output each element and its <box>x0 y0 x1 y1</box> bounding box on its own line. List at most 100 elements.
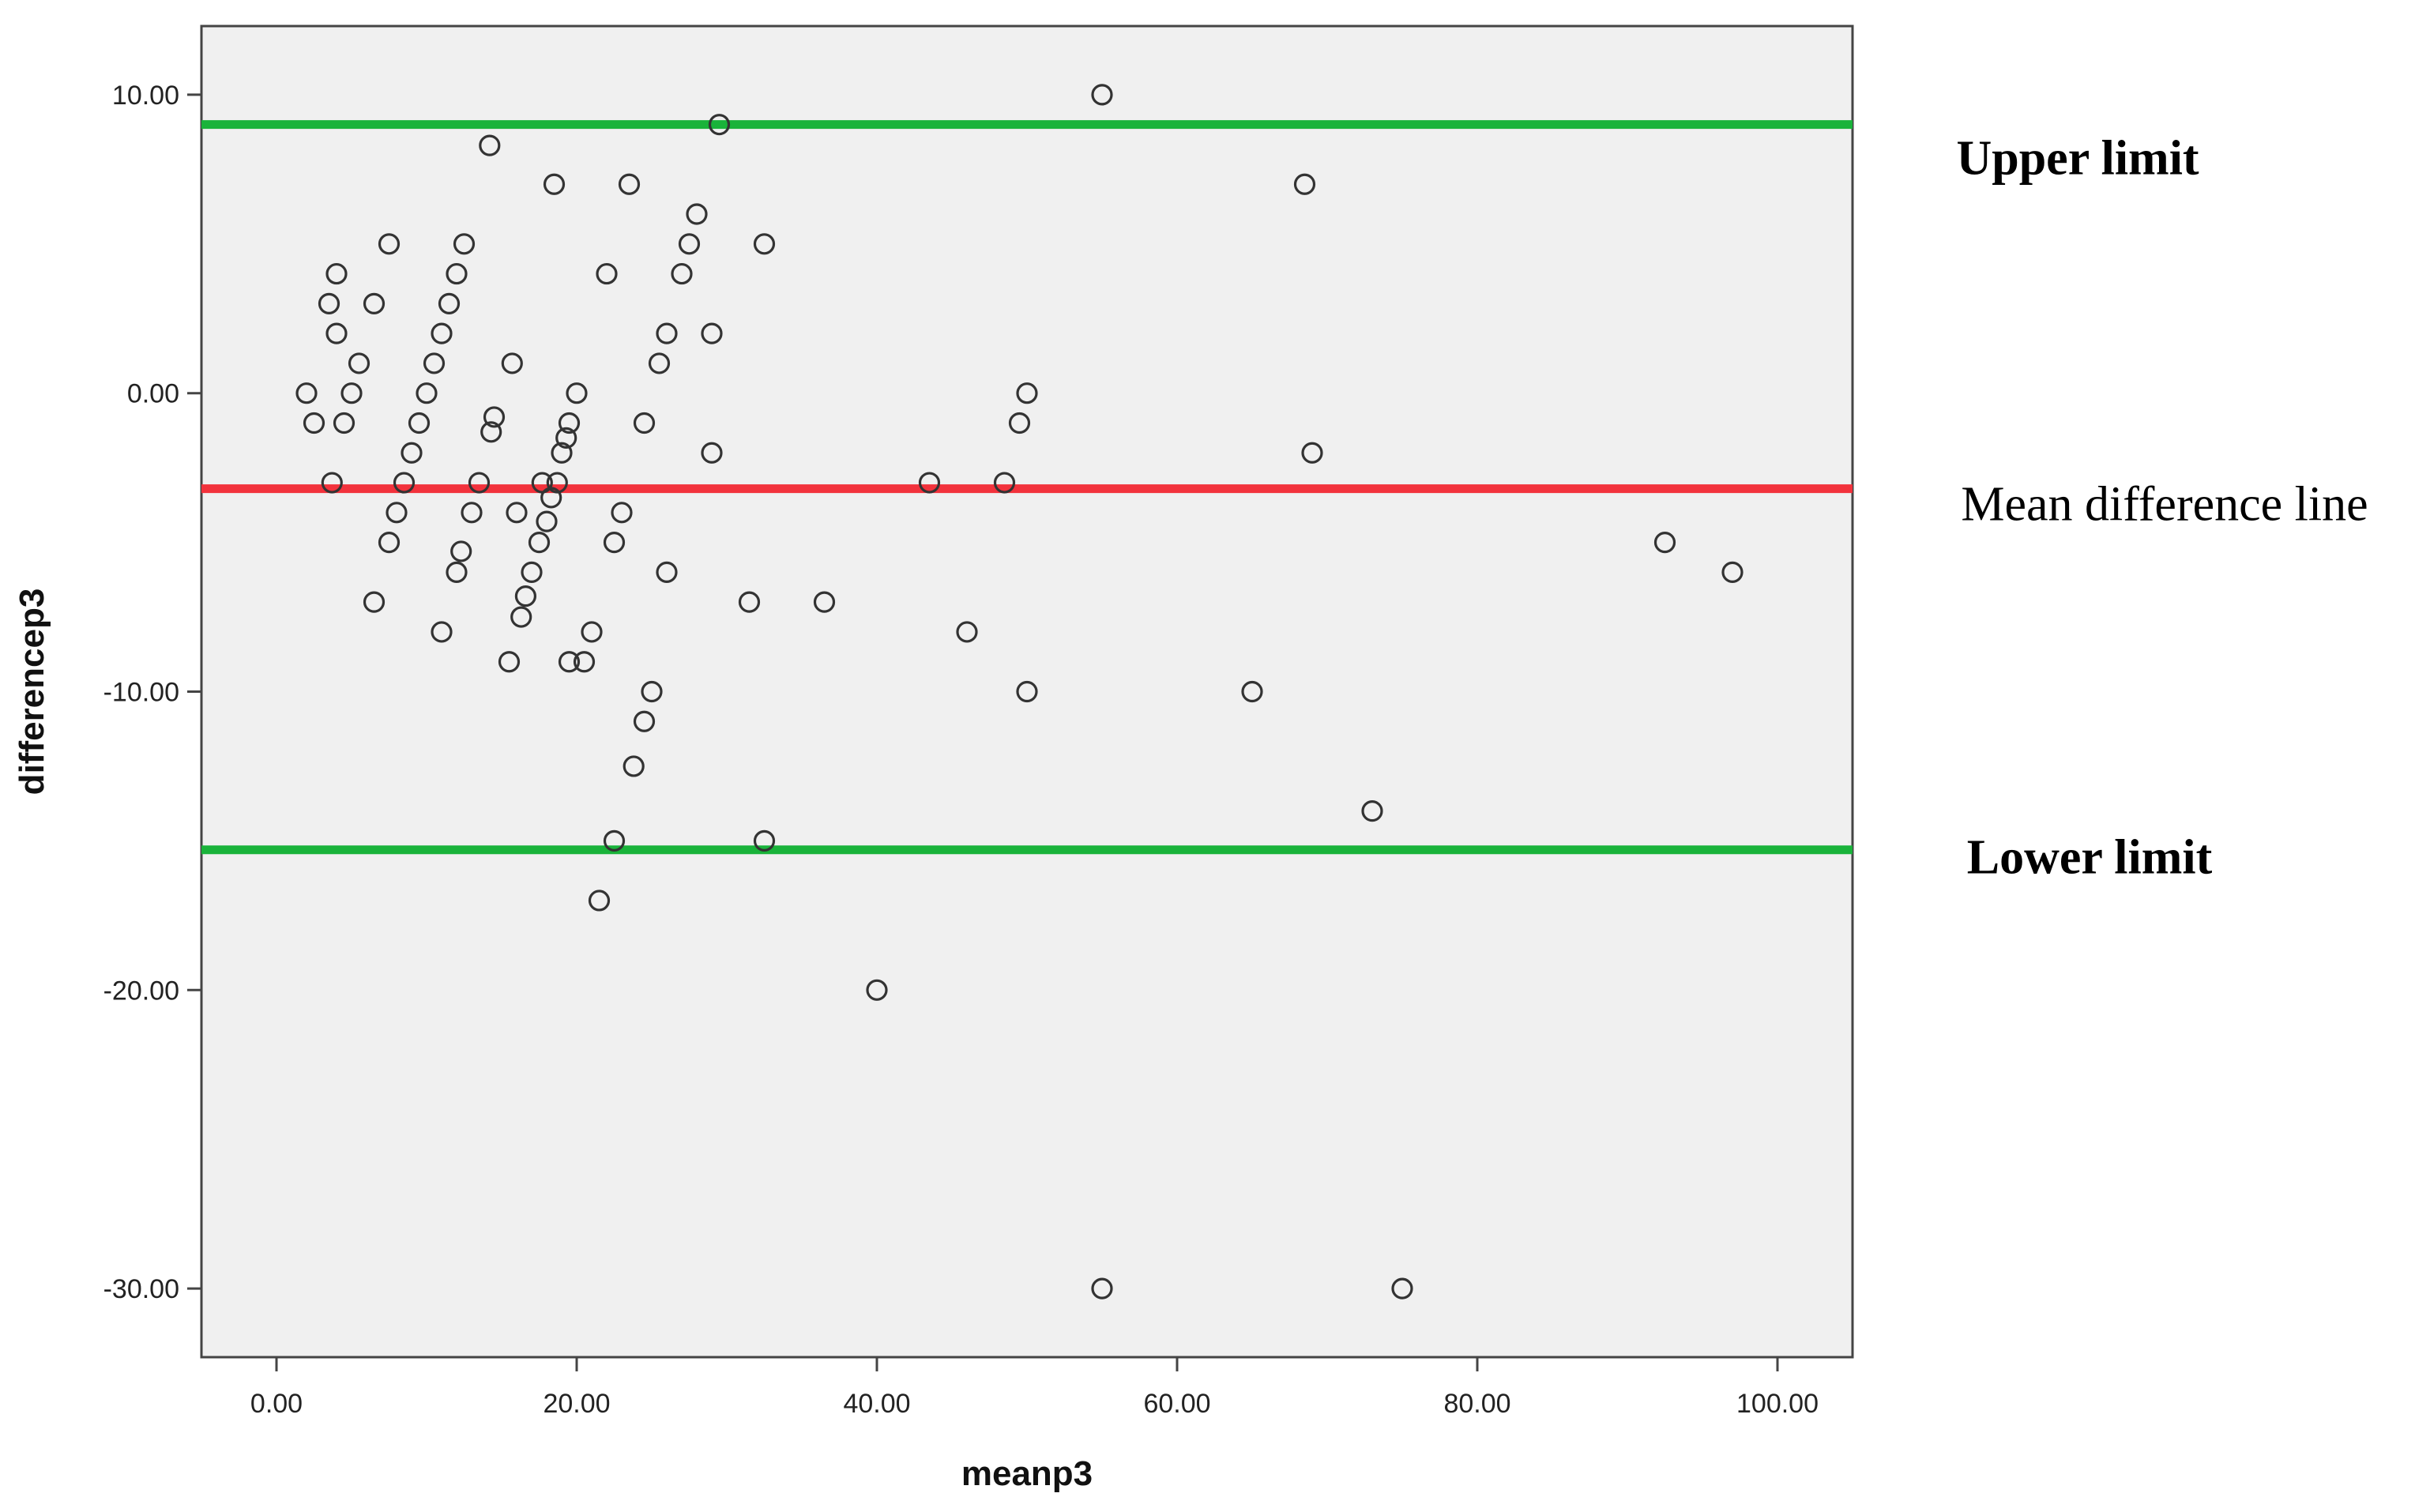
y-tick-label: 0.00 <box>127 379 179 409</box>
data-point <box>618 173 641 195</box>
data-point <box>479 134 501 156</box>
data-point <box>866 979 888 1001</box>
data-point <box>363 591 386 613</box>
data-point <box>501 352 523 374</box>
y-tick-label: 10.00 <box>112 81 179 111</box>
data-point <box>588 890 611 912</box>
data-point <box>596 262 618 285</box>
data-point <box>514 585 537 607</box>
data-point <box>340 382 363 404</box>
data-point <box>416 382 438 404</box>
data-point <box>325 322 348 344</box>
y-tick-label: -20.00 <box>103 976 179 1006</box>
data-point <box>446 561 468 583</box>
data-point <box>701 322 723 344</box>
data-point <box>506 502 528 524</box>
data-point <box>603 829 626 852</box>
data-point <box>1008 412 1031 434</box>
data-point <box>546 472 568 494</box>
data-point <box>1653 531 1676 554</box>
data-point <box>528 531 551 554</box>
data-point <box>321 472 343 494</box>
data-point <box>438 292 461 314</box>
data-point <box>450 540 472 562</box>
data-point <box>656 561 678 583</box>
data-point <box>363 292 386 314</box>
y-tick-label: -10.00 <box>103 678 179 708</box>
x-axis-title: meanp3 <box>961 1454 1093 1493</box>
data-point <box>993 472 1016 494</box>
data-point <box>318 292 340 314</box>
y-axis-ticks: 10.00 0.00 -10.00 -20.00 -30.00 <box>103 81 201 1304</box>
x-axis-ticks: 0.00 20.00 40.00 60.00 80.00 100.00 <box>250 1357 1819 1419</box>
data-point <box>671 262 693 285</box>
data-point <box>633 710 656 732</box>
data-point <box>701 442 723 464</box>
x-tick-label: 60.00 <box>1143 1389 1210 1419</box>
data-point <box>408 412 431 434</box>
data-point <box>325 262 348 285</box>
data-point <box>1016 680 1038 703</box>
data-point <box>753 829 776 852</box>
data-point <box>480 421 502 443</box>
data-point <box>295 382 318 404</box>
data-point <box>633 412 656 434</box>
data-point <box>558 651 581 673</box>
label-mean-difference-line: Mean difference line <box>1961 478 2368 532</box>
x-tick-label: 20.00 <box>543 1389 610 1419</box>
data-point <box>1091 84 1113 106</box>
data-point <box>1361 800 1383 822</box>
data-point <box>555 427 577 449</box>
data-point <box>738 591 761 613</box>
data-points <box>295 84 1744 1299</box>
data-point <box>1391 1277 1413 1299</box>
data-point <box>656 322 678 344</box>
data-point <box>678 233 701 255</box>
data-point <box>1293 173 1316 195</box>
data-point <box>540 487 562 509</box>
data-point <box>393 472 416 494</box>
label-upper-limit: Upper limit <box>1956 132 2199 186</box>
data-point <box>1091 1277 1113 1299</box>
data-point <box>641 680 663 703</box>
reference-lines <box>201 120 1853 855</box>
data-point <box>918 472 941 494</box>
label-lower-limit: Lower limit <box>1967 831 2213 885</box>
data-point <box>623 755 645 777</box>
y-tick-label: -30.00 <box>103 1274 179 1304</box>
data-point <box>566 382 588 404</box>
data-point <box>536 510 558 532</box>
x-tick-label: 40.00 <box>843 1389 910 1419</box>
data-point <box>483 406 506 428</box>
data-point <box>333 412 355 434</box>
data-point <box>956 621 978 643</box>
data-point <box>423 352 446 374</box>
data-point <box>378 233 401 255</box>
reference-line-labels: Upper limit Mean difference line Lower lim… <box>1956 132 2368 885</box>
data-point <box>521 561 543 583</box>
data-point <box>510 606 532 628</box>
data-point <box>386 502 408 524</box>
y-axis-title: differencep3 <box>13 589 51 795</box>
data-point <box>401 442 423 464</box>
data-point <box>558 412 581 434</box>
data-point <box>498 651 521 673</box>
data-point <box>453 233 476 255</box>
data-point <box>573 651 596 673</box>
x-tick-label: 100.00 <box>1736 1389 1819 1419</box>
data-point <box>1016 382 1038 404</box>
data-point <box>551 442 573 464</box>
data-point <box>461 502 483 524</box>
data-point <box>708 114 731 136</box>
data-point <box>348 352 371 374</box>
plot-area <box>200 24 1854 1359</box>
data-point <box>1241 680 1263 703</box>
data-point <box>446 262 468 285</box>
data-point <box>1721 561 1744 583</box>
data-point <box>813 591 836 613</box>
x-tick-label: 80.00 <box>1443 1389 1510 1419</box>
data-point <box>431 322 453 344</box>
data-point <box>603 531 626 554</box>
data-point <box>303 412 325 434</box>
